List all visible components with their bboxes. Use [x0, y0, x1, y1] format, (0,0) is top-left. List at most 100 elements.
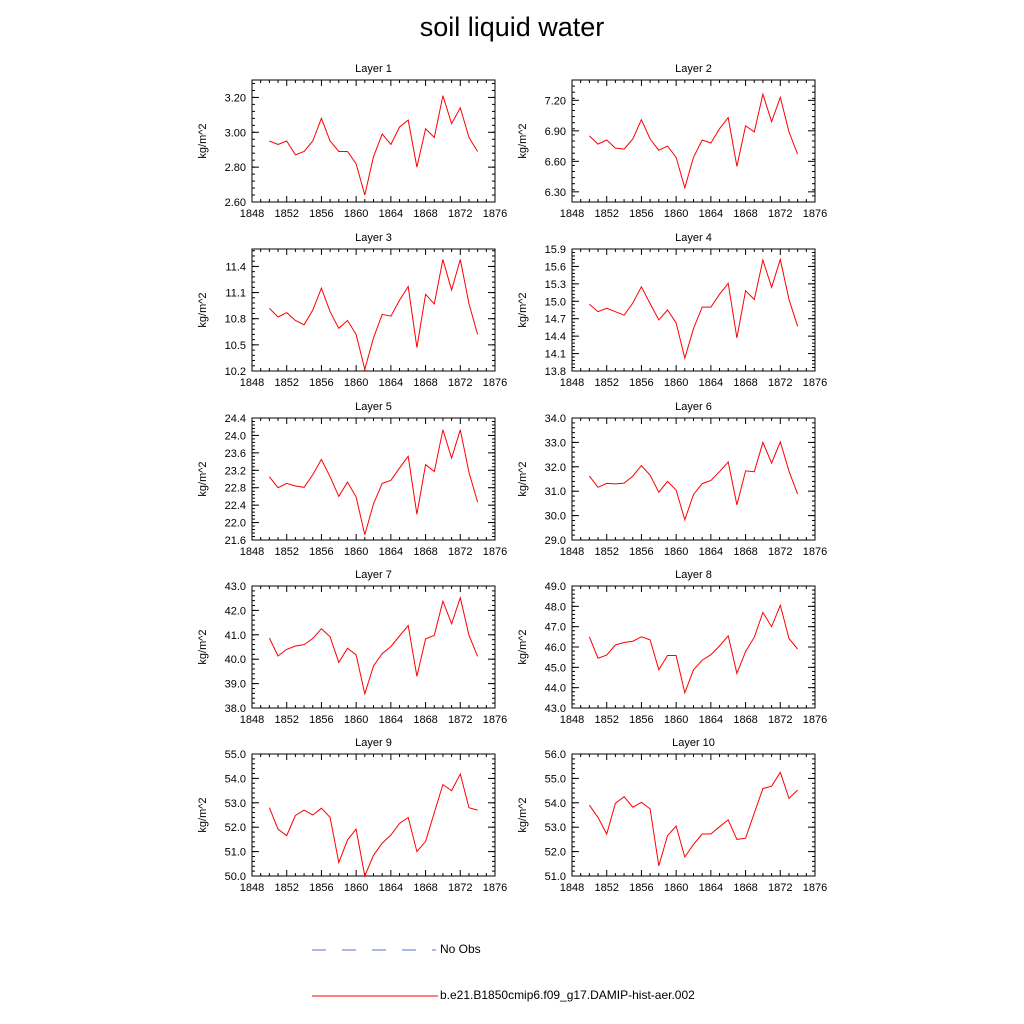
- x-tick-label: 1872: [448, 714, 472, 726]
- y-tick-label: 55.0: [545, 773, 566, 785]
- x-tick-label: 1856: [309, 714, 333, 726]
- x-tick-label: 1856: [309, 377, 333, 389]
- y-tick-label: 46.0: [545, 642, 566, 654]
- legend-label-obs: No Obs: [440, 942, 481, 956]
- y-axis-label: kg/m^2: [517, 629, 529, 664]
- series-line: [268, 595, 479, 696]
- y-tick-label: 34.0: [545, 413, 566, 425]
- y-tick-label: 13.8: [545, 366, 566, 378]
- y-tick-label: 2.60: [225, 197, 246, 209]
- legend-label-model: b.e21.B1850cmip6.f09_g17.DAMIP-hist-aer.…: [440, 988, 695, 1002]
- legend-swatch-solid: [312, 995, 438, 997]
- x-tick-label: 1856: [309, 882, 333, 894]
- x-tick-label: 1852: [594, 208, 618, 220]
- y-tick-label: 53.0: [225, 798, 246, 810]
- y-tick-label: 41.0: [225, 630, 246, 642]
- chart-panel-4: Layer 4 kg/m^2 1848 1852 1856 1860 1864 1868 187…: [517, 232, 827, 389]
- series-line: [588, 603, 798, 695]
- y-tick-label: 45.0: [545, 662, 566, 674]
- x-tick-label: 1872: [768, 208, 792, 220]
- x-tick-label: 1872: [448, 882, 472, 894]
- series-line: [589, 257, 799, 361]
- x-tick-label: 1872: [768, 546, 792, 558]
- series-line: [268, 772, 478, 878]
- x-tick-label: 1876: [483, 882, 507, 894]
- plot-frame: [571, 248, 816, 372]
- x-tick-label: 1864: [699, 377, 723, 389]
- y-axis-label: kg/m^2: [517, 123, 529, 158]
- x-tick-label: 1876: [483, 377, 507, 389]
- y-axis-label: kg/m^2: [197, 797, 209, 832]
- y-tick-label: 29.0: [545, 535, 566, 547]
- y-tick-label: 40.0: [225, 654, 246, 666]
- x-tick-label: 1876: [483, 546, 507, 558]
- y-tick-label: 3.20: [225, 92, 246, 104]
- y-tick-label: 14.4: [545, 331, 566, 343]
- y-tick-label: 15.6: [545, 261, 566, 273]
- x-tick-label: 1852: [594, 546, 618, 558]
- chart-panel-5: Layer 5 kg/m^2 1848 1852 1856 1860 1864 1868 187…: [197, 401, 507, 558]
- legend-swatch-dashed: [312, 949, 436, 951]
- x-tick-label: 1852: [594, 882, 618, 894]
- x-tick-label: 1876: [803, 546, 827, 558]
- y-tick-label: 22.0: [225, 518, 246, 530]
- y-tick-label: 22.8: [225, 483, 246, 495]
- x-tick-label: 1864: [699, 714, 723, 726]
- x-tick-label: 1868: [733, 546, 757, 558]
- y-tick-label: 6.90: [545, 126, 566, 138]
- x-tick-label: 1848: [240, 377, 264, 389]
- x-tick-label: 1864: [699, 208, 723, 220]
- y-tick-label: 54.0: [225, 773, 246, 785]
- series-line: [589, 92, 799, 190]
- y-tick-label: 51.0: [225, 847, 246, 859]
- x-tick-label: 1864: [699, 882, 723, 894]
- x-tick-label: 1876: [483, 714, 507, 726]
- x-tick-label: 1868: [413, 714, 437, 726]
- x-tick-label: 1848: [240, 208, 264, 220]
- x-tick-label: 1868: [413, 882, 437, 894]
- series-line: [269, 429, 479, 535]
- x-tick-label: 1868: [733, 882, 757, 894]
- panel-title: Layer 8: [675, 569, 712, 581]
- plot-frame: [571, 585, 816, 709]
- y-tick-label: 43.0: [545, 703, 566, 715]
- plot-frame: [251, 753, 496, 877]
- x-tick-label: 1848: [560, 208, 584, 220]
- y-axis-label: kg/m^2: [197, 461, 209, 496]
- x-tick-label: 1860: [344, 546, 368, 558]
- x-tick-label: 1848: [240, 714, 264, 726]
- x-tick-label: 1860: [664, 208, 688, 220]
- x-tick-label: 1852: [274, 714, 298, 726]
- panel-title: Layer 10: [672, 737, 715, 749]
- y-axis-label: kg/m^2: [517, 461, 529, 496]
- y-tick-label: 23.6: [225, 448, 246, 460]
- x-tick-label: 1848: [560, 546, 584, 558]
- y-tick-label: 43.0: [225, 581, 246, 593]
- y-tick-label: 21.6: [225, 535, 246, 547]
- panel-title: Layer 1: [355, 63, 392, 75]
- y-tick-label: 49.0: [545, 581, 566, 593]
- x-tick-label: 1852: [594, 714, 618, 726]
- x-tick-label: 1868: [413, 546, 437, 558]
- x-tick-label: 1876: [483, 208, 507, 220]
- y-tick-label: 30.0: [545, 511, 566, 523]
- x-tick-label: 1868: [733, 377, 757, 389]
- y-tick-label: 14.1: [545, 349, 566, 361]
- page-title: soil liquid water: [419, 12, 605, 42]
- panel-title: Layer 3: [355, 232, 392, 244]
- y-tick-label: 38.0: [225, 703, 246, 715]
- x-tick-label: 1860: [664, 377, 688, 389]
- x-tick-label: 1848: [560, 377, 584, 389]
- x-tick-label: 1860: [664, 714, 688, 726]
- panel-title: Layer 9: [355, 737, 392, 749]
- x-tick-label: 1876: [803, 714, 827, 726]
- x-tick-label: 1856: [629, 546, 653, 558]
- x-tick-label: 1852: [274, 546, 298, 558]
- y-tick-label: 6.60: [545, 156, 566, 168]
- y-tick-label: 10.5: [225, 340, 246, 352]
- chart-panel-8: Layer 8 kg/m^2 1848 1852 1856 1860 1864 1868 187…: [517, 569, 827, 726]
- x-tick-label: 1856: [629, 377, 653, 389]
- x-tick-label: 1876: [803, 882, 827, 894]
- plot-frame: [571, 753, 816, 877]
